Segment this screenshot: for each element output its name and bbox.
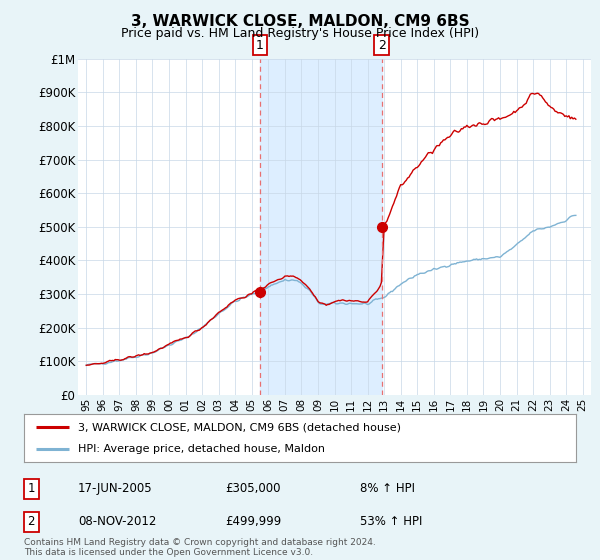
Text: 08-NOV-2012: 08-NOV-2012: [78, 515, 157, 529]
Bar: [260, 59, 382, 395]
Text: 1: 1: [256, 39, 264, 52]
Text: 2: 2: [378, 39, 386, 52]
Text: 53% ↑ HPI: 53% ↑ HPI: [360, 515, 422, 529]
Text: Contains HM Land Registry data © Crown copyright and database right 2024.
This d: Contains HM Land Registry data © Crown c…: [24, 538, 376, 557]
Text: 1: 1: [28, 482, 35, 496]
Text: 8% ↑ HPI: 8% ↑ HPI: [360, 482, 415, 496]
Text: 3, WARWICK CLOSE, MALDON, CM9 6BS (detached house): 3, WARWICK CLOSE, MALDON, CM9 6BS (detac…: [78, 422, 401, 432]
Text: 2: 2: [28, 515, 35, 529]
Text: 3, WARWICK CLOSE, MALDON, CM9 6BS: 3, WARWICK CLOSE, MALDON, CM9 6BS: [131, 14, 469, 29]
Text: 17-JUN-2005: 17-JUN-2005: [78, 482, 152, 496]
Text: Price paid vs. HM Land Registry's House Price Index (HPI): Price paid vs. HM Land Registry's House …: [121, 27, 479, 40]
Text: £305,000: £305,000: [225, 482, 281, 496]
Text: £499,999: £499,999: [225, 515, 281, 529]
Text: HPI: Average price, detached house, Maldon: HPI: Average price, detached house, Mald…: [78, 444, 325, 454]
